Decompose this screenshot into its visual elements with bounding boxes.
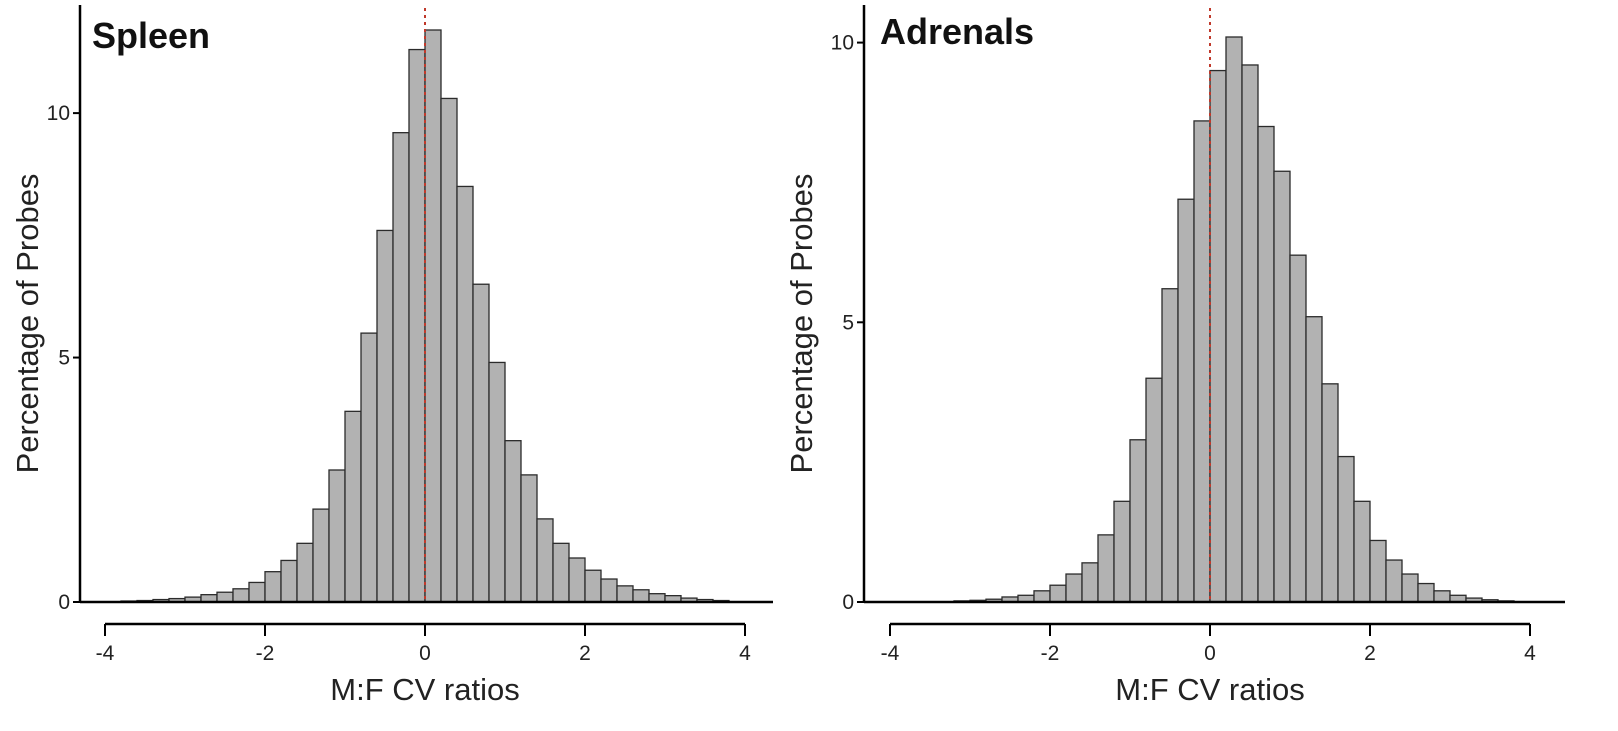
spleen-bar: [392, 132, 410, 603]
spleen-x-tick-label: 2: [579, 642, 591, 665]
adrenals-bar: [1113, 500, 1131, 603]
spleen-y-tick-label: 0: [58, 591, 70, 614]
spleen-y-tick-label: 5: [58, 347, 70, 370]
adrenals-bar: [1289, 254, 1307, 603]
adrenals-x-tick-label: 2: [1364, 642, 1376, 665]
adrenals-bar: [1241, 64, 1259, 603]
adrenals-x-tick-label: -4: [881, 642, 900, 665]
spleen-bar: [616, 585, 634, 603]
spleen-bar: [488, 361, 506, 603]
spleen-x-axis-label: M:F CV ratios: [330, 672, 519, 707]
adrenals-bar: [1353, 500, 1371, 603]
spleen-x-tick-label: 4: [739, 642, 751, 665]
spleen-bar: [312, 508, 330, 603]
spleen-histogram: 0 5 10 -4 -2 0 2 4 Spleen M:F CV ratios Percentage…: [10, 5, 773, 707]
spleen-bar: [264, 571, 282, 603]
adrenals-bar: [1049, 584, 1067, 603]
adrenals-bar: [1433, 590, 1451, 603]
adrenals-bar: [1145, 377, 1163, 603]
adrenals-y-tick-label: 5: [842, 311, 854, 334]
spleen-bar: [360, 332, 378, 603]
adrenals-panel-title: Adrenals: [880, 11, 1034, 52]
adrenals-x-tick-label: -2: [1041, 642, 1060, 665]
adrenals-bar: [1065, 573, 1083, 603]
adrenals-bar: [1401, 573, 1419, 603]
adrenals-bar: [1033, 590, 1051, 603]
adrenals-histogram: 0 5 10 -4 -2 0 2 4 Adrenals M:F CV ratios Percenta…: [784, 5, 1565, 707]
spleen-bar: [632, 589, 650, 603]
spleen-bar: [456, 185, 474, 603]
adrenals-y-tick-label: 10: [831, 32, 854, 55]
spleen-x-tick-label: -4: [96, 642, 115, 665]
spleen-bar: [328, 469, 346, 603]
spleen-bar: [584, 569, 602, 603]
spleen-bar: [424, 29, 442, 603]
adrenals-bar: [1369, 539, 1387, 603]
adrenals-bar: [1193, 120, 1211, 603]
spleen-panel-title: Spleen: [92, 15, 210, 56]
spleen-bar: [280, 559, 298, 603]
spleen-y-axis-label: Percentage of Probes: [10, 174, 45, 474]
adrenals-bar: [1337, 455, 1355, 603]
adrenals-bar: [1257, 125, 1275, 603]
spleen-x-tick-label: 0: [419, 642, 431, 665]
spleen-bar: [568, 557, 586, 603]
adrenals-x-tick-label: 0: [1204, 642, 1216, 665]
adrenals-bar: [1097, 534, 1115, 603]
spleen-bar: [408, 48, 426, 603]
adrenals-bar: [1177, 198, 1195, 603]
adrenals-bar: [1209, 69, 1227, 603]
adrenals-bar: [1161, 288, 1179, 603]
spleen-bar: [520, 474, 538, 603]
adrenals-bar: [1321, 383, 1339, 603]
spleen-bar: [216, 591, 234, 603]
spleen-bar: [232, 588, 250, 603]
adrenals-y-tick-label: 0: [842, 591, 854, 614]
adrenals-bar: [1273, 170, 1291, 603]
spleen-bar: [248, 581, 266, 603]
spleen-bar: [296, 542, 314, 603]
adrenals-x-axis-label: M:F CV ratios: [1115, 672, 1304, 707]
spleen-bar: [472, 283, 490, 603]
adrenals-bar: [1417, 582, 1435, 603]
spleen-bar: [552, 542, 570, 603]
adrenals-bar: [1081, 562, 1099, 603]
adrenals-bar: [1225, 36, 1243, 603]
adrenals-x-tick-label: 4: [1524, 642, 1536, 665]
spleen-bar: [504, 440, 522, 603]
spleen-bar: [440, 97, 458, 603]
spleen-x-tick-label: -2: [256, 642, 275, 665]
adrenals-bar: [1305, 316, 1323, 603]
spleen-y-tick-label: 10: [47, 102, 70, 125]
adrenals-bar: [1129, 439, 1147, 603]
spleen-bar: [600, 578, 618, 603]
adrenals-bar: [1385, 559, 1403, 603]
spleen-bar: [536, 518, 554, 603]
spleen-bar: [376, 229, 394, 603]
spleen-bar: [344, 410, 362, 603]
adrenals-y-axis-label: Percentage of Probes: [784, 174, 819, 474]
